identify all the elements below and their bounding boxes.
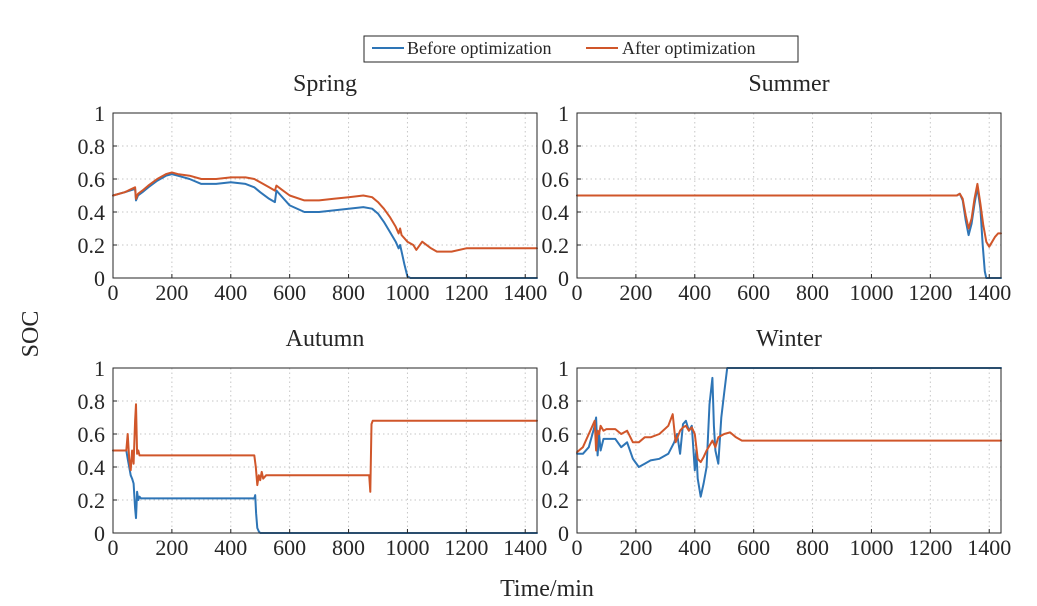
y-tick-label: 1 (94, 101, 105, 126)
y-tick-label: 0.8 (78, 389, 106, 414)
x-tick-label: 600 (273, 535, 306, 560)
summer-series-before-line (576, 186, 1002, 279)
y-tick-label: 0.2 (78, 233, 106, 258)
spring-axes-box (112, 112, 538, 279)
y-tick-label: 0.6 (78, 422, 106, 447)
x-tick-label: 200 (155, 535, 188, 560)
y-tick-label: 0 (94, 521, 105, 546)
y-tick-label: 0 (558, 266, 569, 291)
summer-title: Summer (748, 71, 829, 97)
y-tick-label: 1 (558, 101, 569, 126)
x-tick-label: 400 (214, 535, 247, 560)
y-tick-label: 0.6 (542, 167, 570, 192)
y-tick-label: 0.4 (542, 200, 570, 225)
x-tick-label: 800 (332, 280, 365, 305)
legend: Before optimization After optimization (363, 35, 799, 63)
x-tick-label: 1000 (849, 280, 893, 305)
x-tick-label: 800 (332, 535, 365, 560)
x-tick-label: 1200 (908, 280, 952, 305)
x-tick-label: 600 (737, 535, 770, 560)
x-tick-label: 600 (273, 280, 306, 305)
figure-xlabel: Time/min (500, 576, 594, 602)
y-tick-label: 0.4 (78, 455, 106, 480)
summer-axes-box (576, 112, 1002, 279)
y-tick-label: 0.8 (542, 389, 570, 414)
x-tick-label: 800 (796, 280, 829, 305)
spring-series-before-line (112, 173, 538, 279)
y-tick-label: 0 (94, 266, 105, 291)
winter-subplot: 0 200 400 600 800 1000 1200 140000.20.40.60.81W… (542, 326, 1012, 560)
x-tick-label: 400 (678, 535, 711, 560)
y-tick-label: 0.2 (78, 488, 106, 513)
autumn-series-before-line (112, 449, 538, 534)
x-tick-label: 0 (572, 280, 583, 305)
x-tick-label: 200 (155, 280, 188, 305)
y-tick-label: 1 (558, 356, 569, 381)
x-tick-label: 1400 (967, 280, 1011, 305)
y-tick-label: 0.2 (542, 233, 570, 258)
x-tick-label: 0 (572, 535, 583, 560)
y-tick-label: 0.6 (78, 167, 106, 192)
figure-ylabel: SOC (18, 311, 44, 358)
y-tick-label: 0.8 (542, 134, 570, 159)
legend-label-after: After optimization (622, 38, 755, 58)
x-tick-label: 1400 (503, 280, 547, 305)
y-tick-label: 1 (94, 356, 105, 381)
x-tick-label: 1400 (967, 535, 1011, 560)
y-tick-label: 0.2 (542, 488, 570, 513)
winter-title: Winter (756, 326, 822, 352)
winter-series-before-line (576, 367, 1002, 498)
x-tick-label: 1400 (503, 535, 547, 560)
x-tick-label: 800 (796, 535, 829, 560)
y-tick-label: 0.4 (542, 455, 570, 480)
winter-series-after-line (576, 413, 1002, 464)
summer-series-after-line (576, 182, 1002, 248)
x-tick-label: 1200 (908, 535, 952, 560)
legend-label-before: Before optimization (407, 38, 551, 58)
winter-axes-box (576, 367, 1002, 534)
y-tick-label: 0.4 (78, 200, 106, 225)
autumn-title: Autumn (286, 326, 365, 352)
x-tick-label: 0 (108, 280, 119, 305)
autumn-axes-box (112, 367, 538, 534)
x-tick-label: 1200 (444, 535, 488, 560)
x-tick-label: 1000 (385, 280, 429, 305)
x-tick-label: 1200 (444, 280, 488, 305)
y-tick-label: 0 (558, 521, 569, 546)
y-tick-label: 0.8 (78, 134, 106, 159)
summer-subplot: 0 200 400 600 800 1000 1200 140000.20.40.60.81S… (542, 71, 1012, 305)
x-tick-label: 200 (619, 280, 652, 305)
spring-title: Spring (293, 71, 357, 97)
x-tick-label: 0 (108, 535, 119, 560)
spring-subplot: 0 200 400 600 800 1000 1200 140000.20.40.60.81S… (78, 71, 548, 305)
x-tick-label: 400 (214, 280, 247, 305)
y-tick-label: 0.6 (542, 422, 570, 447)
autumn-subplot: 0 200 400 600 800 1000 1200 140000.20.40.60.81A… (78, 326, 548, 560)
legend-box (363, 35, 799, 63)
x-tick-label: 600 (737, 280, 770, 305)
subplot-panels: 0 200 400 600 800 1000 1200 140000.20.40.60.81S… (78, 71, 1012, 560)
spring-series-after-line (112, 171, 538, 253)
autumn-series-after-line (112, 403, 538, 493)
x-tick-label: 200 (619, 535, 652, 560)
x-tick-label: 400 (678, 280, 711, 305)
x-tick-label: 1000 (385, 535, 429, 560)
x-tick-label: 1000 (849, 535, 893, 560)
